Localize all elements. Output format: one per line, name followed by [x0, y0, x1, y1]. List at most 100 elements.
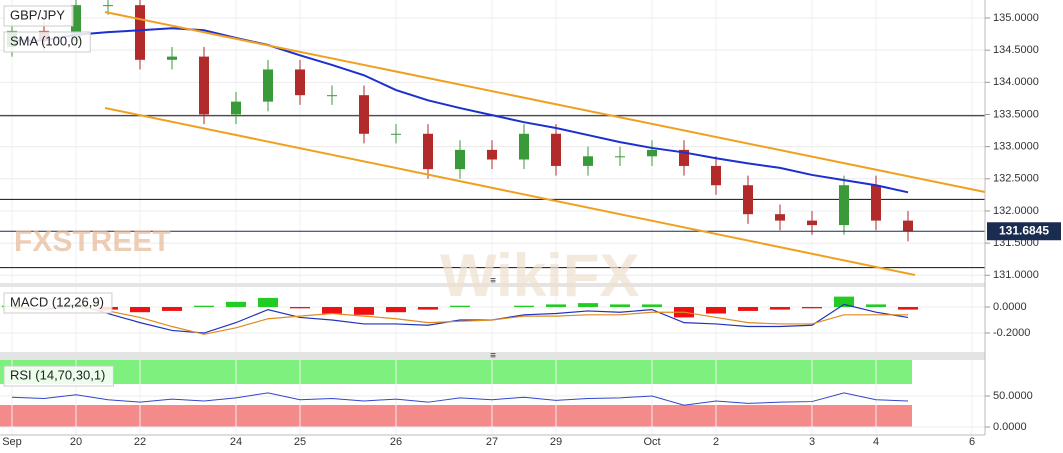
x-tick-label: 26 [390, 436, 402, 448]
candle-body [807, 220, 817, 226]
label-box [3, 365, 114, 387]
candle-body [71, 5, 81, 41]
channel-lower [104, 107, 916, 276]
candle-body [327, 95, 337, 97]
y-tick-label: 134.5000 [993, 44, 1039, 56]
macd-line [11, 303, 909, 334]
macd-histogram-bar [578, 303, 598, 308]
macd-histogram-bar [866, 304, 886, 308]
label-box [3, 292, 113, 314]
y-tick-label: -0.2000 [993, 327, 1030, 339]
candle-body [711, 165, 721, 186]
candle-body [103, 5, 113, 7]
y-tick-label: 132.5000 [993, 173, 1039, 185]
x-tick-label: Oct [643, 436, 660, 448]
macd-histogram-bar [770, 307, 790, 310]
plot-area [0, 0, 985, 435]
candle-body [487, 149, 497, 160]
rsi-line [11, 392, 909, 406]
x-tick-label: 3 [809, 436, 815, 448]
candle-body [743, 185, 753, 215]
macd-histogram-bar [290, 307, 310, 309]
candle-body [647, 149, 657, 157]
candle-body [135, 5, 145, 60]
x-tick-label: Sep [2, 436, 22, 448]
panel-separator [0, 283, 985, 287]
panel-label: RSI (14,70,30,1) [3, 365, 114, 387]
macd-histogram-bar [418, 307, 438, 310]
x-tick-label: 6 [969, 436, 975, 448]
candle-body [231, 101, 241, 115]
rsi-overbought-band [0, 360, 912, 384]
rsi-oversold-band [0, 405, 912, 427]
x-tick-label: 22 [134, 436, 146, 448]
macd-histogram-bar [450, 305, 470, 308]
x-tick-label: 24 [230, 436, 242, 448]
y-tick-label: 0.0000 [993, 421, 1027, 433]
last-price-box [987, 222, 1061, 241]
candle-body [423, 133, 433, 170]
candle-body [263, 69, 273, 102]
x-tick-label: 20 [70, 436, 82, 448]
macd-histogram-bar [258, 297, 278, 308]
macd-histogram-bar [546, 304, 566, 308]
y-tick-label: 133.0000 [993, 141, 1039, 153]
candle-body [519, 133, 529, 160]
panel-title: SMA (100,0) [10, 33, 82, 48]
resize-handle[interactable]: ≡ [490, 351, 496, 362]
candle-body [679, 149, 689, 166]
candle-body [391, 133, 401, 135]
macd-histogram-bar [834, 296, 854, 308]
candle-body [295, 69, 305, 96]
label-box [3, 31, 91, 53]
macd-histogram-bar [130, 307, 150, 313]
panel-title: GBP/JPY [10, 7, 65, 22]
macd-line [11, 306, 908, 335]
watermark: WikiFX [440, 242, 639, 309]
macd-histogram-bar [354, 307, 374, 315]
watermark: FXSTREET [14, 225, 171, 258]
candle-body [871, 185, 881, 221]
candle-body [455, 149, 465, 170]
candle-body [903, 220, 913, 232]
last-price-label: 131.6845 [999, 223, 1049, 237]
panel-label: GBP/JPY [3, 5, 74, 27]
panel-title: MACD (12,26,9) [10, 294, 104, 309]
panel-label: SMA (100,0) [3, 31, 91, 53]
macd-histogram-bar [802, 307, 822, 309]
macd-histogram-bar [162, 307, 182, 311]
candle-body [359, 95, 369, 134]
x-tick-label: 29 [550, 436, 562, 448]
macd-histogram-bar [642, 304, 662, 308]
resize-handle[interactable]: ≡ [490, 276, 496, 287]
panel-separator [0, 352, 985, 360]
candle-body [199, 56, 209, 115]
y-tick-label: 0.0000 [993, 301, 1027, 313]
candle-body [583, 156, 593, 166]
y-tick-label: 131.0000 [993, 269, 1039, 281]
x-tick-label: 25 [294, 436, 306, 448]
y-tick-label: 50.0000 [993, 390, 1033, 402]
candle-body [167, 56, 177, 60]
label-box [3, 5, 74, 27]
macd-histogram-bar [706, 307, 726, 314]
macd-histogram-bar [386, 307, 406, 313]
sma-line [12, 27, 909, 194]
y-tick-label: 135.0000 [993, 12, 1039, 24]
macd-histogram-bar [322, 307, 342, 314]
panel-label: MACD (12,26,9) [3, 292, 113, 314]
macd-histogram-bar [898, 307, 918, 310]
x-tick-label: 4 [873, 436, 879, 448]
macd-histogram-bar [514, 305, 534, 308]
candle-body [775, 214, 785, 221]
x-tick-label: 2 [713, 436, 719, 448]
candle-body [839, 185, 849, 226]
macd-histogram-bar [610, 304, 630, 308]
candle-body [551, 133, 561, 166]
macd-histogram-bar [194, 305, 214, 308]
x-tick-label: 27 [486, 436, 498, 448]
macd-histogram-bar [738, 307, 758, 311]
panel-title: RSI (14,70,30,1) [10, 367, 105, 382]
y-tick-label: 134.0000 [993, 76, 1039, 88]
